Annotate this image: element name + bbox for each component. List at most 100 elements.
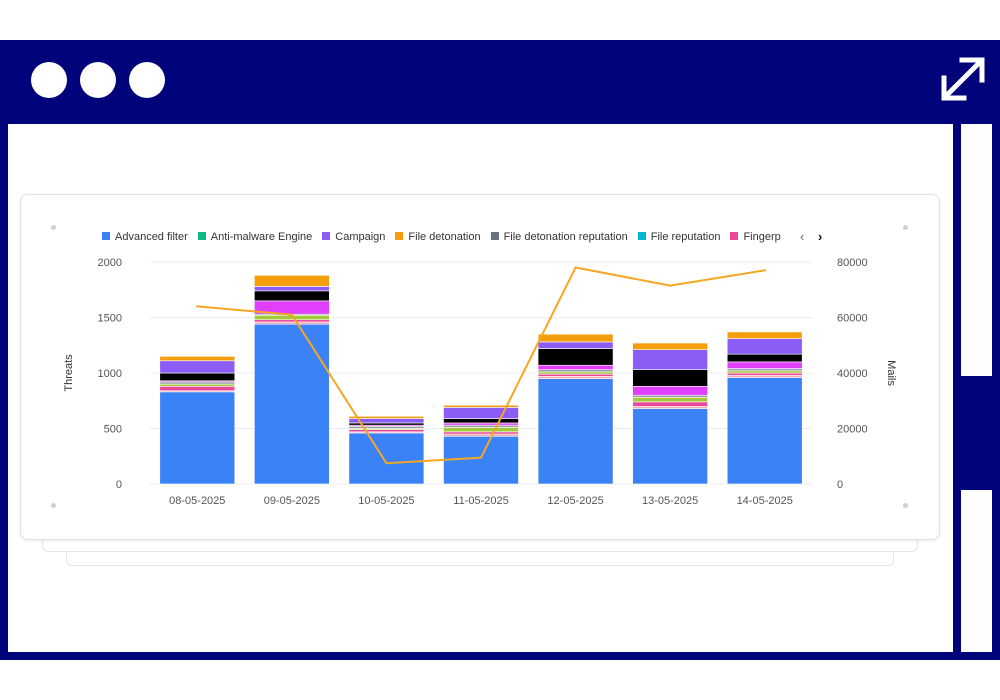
bar-segment (726, 331, 803, 339)
bar-segment (443, 422, 519, 426)
legend-item[interactable]: Advanced filter (102, 231, 188, 243)
bar-segment (159, 391, 236, 485)
legend-label: Anti-malware Engine (210, 231, 313, 243)
legend-swatch (322, 232, 331, 240)
legend-label: File detonation reputation (503, 231, 628, 243)
bar-segment (537, 341, 614, 349)
bar-segment (632, 369, 708, 387)
bar-segment (348, 415, 425, 419)
legend-item[interactable]: Campaign (322, 231, 385, 243)
y2-tick-label: 60000 (837, 313, 868, 325)
side-panel-top (961, 124, 992, 376)
bar-segment (537, 371, 614, 375)
bar-segment (159, 356, 236, 362)
bar-segment (726, 338, 803, 355)
window-control-dot[interactable] (129, 62, 165, 98)
chevron-left-icon[interactable]: ‹ (800, 229, 805, 244)
bar-segment (632, 397, 708, 403)
legend-label: Advanced filter (115, 231, 188, 243)
mails-line-point (479, 456, 483, 459)
mails-line-point (196, 305, 199, 308)
bar-segment (537, 364, 614, 370)
y-axis-title: Threats (63, 354, 75, 392)
bar-segment (254, 321, 330, 325)
card-handle-dot (903, 225, 908, 230)
bar-segment (254, 286, 330, 292)
y2-tick-label: 20000 (837, 424, 868, 436)
legend-item[interactable]: Anti-malware Engine (197, 231, 313, 243)
bar-segment (159, 372, 236, 382)
y2-axis-title: Mails (885, 360, 897, 386)
bar-segment (726, 372, 803, 376)
mails-line-point (668, 284, 672, 287)
bar-segment (726, 370, 803, 374)
bar-segment (159, 383, 236, 387)
legend-label: Fingerp (743, 231, 781, 243)
bar-segment (443, 427, 519, 433)
bar-segment (726, 361, 803, 369)
bar-segment (159, 386, 236, 392)
bar-segment (443, 433, 519, 437)
bar-segment (537, 369, 614, 373)
bar-segment (443, 407, 519, 419)
bar-segment (632, 349, 708, 370)
legend-item[interactable]: Fingerp (730, 231, 781, 243)
bar-segment (537, 348, 614, 366)
legend-swatch (637, 232, 646, 240)
y-tick-label: 0 (116, 479, 122, 491)
bar-segment (537, 333, 614, 343)
bar-segment (537, 373, 614, 377)
bar-segment (348, 425, 425, 429)
bar-segment (443, 418, 519, 424)
card-handle-dot (51, 225, 56, 230)
bar-segment (443, 431, 519, 435)
bar-segment (726, 368, 803, 372)
legend-label: Campaign (335, 231, 386, 243)
legend-item[interactable]: File detonation reputation (490, 231, 628, 243)
bar-segment (726, 377, 803, 485)
bar-segment (254, 275, 330, 287)
bar-segment (348, 432, 425, 485)
bar-segment (443, 424, 519, 428)
chevron-right-icon[interactable]: › (818, 229, 823, 244)
legend-label: File detonation (408, 231, 481, 243)
bar-segment (254, 323, 330, 485)
bar-segment (443, 404, 519, 408)
bar-segment (254, 290, 330, 302)
side-panel-bottom (961, 490, 992, 652)
y2-tick-label: 80000 (837, 257, 868, 269)
mails-line-point (574, 266, 577, 269)
legend-item[interactable]: File reputation (637, 231, 721, 243)
y-tick-label: 2000 (98, 257, 122, 269)
bar-segment (537, 376, 614, 379)
y-tick-label: 500 (104, 424, 122, 436)
bar-segment (726, 353, 803, 363)
x-tick-label: 12-05-2025 (547, 495, 603, 507)
window-control-dot[interactable] (31, 62, 67, 98)
expand-arrows-icon[interactable] (938, 54, 988, 104)
legend-swatch (490, 232, 499, 240)
bar-segment (632, 405, 708, 409)
legend-label: File reputation (650, 231, 721, 243)
bar-segment (632, 401, 708, 407)
x-tick-label: 13-05-2025 (642, 495, 698, 507)
legend-swatch (730, 232, 739, 240)
x-tick-label: 14-05-2025 (737, 495, 793, 507)
legend-swatch (395, 232, 404, 240)
x-tick-label: 10-05-2025 (358, 495, 414, 507)
bar-segment (443, 435, 519, 485)
bar-segment (632, 342, 708, 350)
bar-segment (159, 381, 236, 385)
mails-line-point (290, 313, 294, 316)
y-tick-label: 1500 (98, 313, 122, 325)
bar-segment (537, 378, 614, 485)
bar-segment (632, 386, 708, 396)
x-tick-label: 11-05-2025 (453, 495, 508, 507)
bar-segment (726, 374, 803, 378)
legend-item[interactable]: File detonation (395, 231, 481, 243)
chart-legend: Advanced filter Anti-malware Engine Campai… (102, 231, 810, 247)
bar-segment (632, 394, 708, 398)
y2-tick-label: 0 (837, 479, 843, 491)
window-control-dot[interactable] (80, 62, 116, 98)
